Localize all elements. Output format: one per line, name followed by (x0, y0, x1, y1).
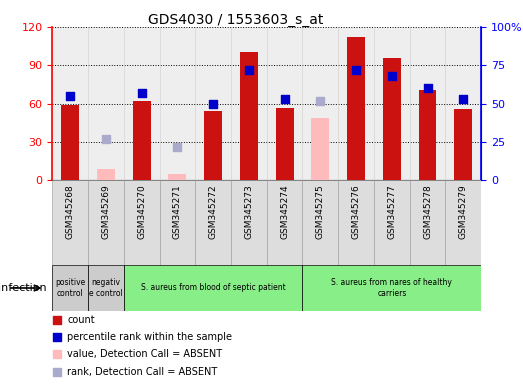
Text: GSM345272: GSM345272 (209, 185, 218, 239)
Text: GDS4030 / 1553603_s_at: GDS4030 / 1553603_s_at (147, 13, 323, 27)
Bar (276, 108, 293, 180)
Text: infection: infection (0, 283, 47, 293)
Bar (267, 180, 302, 265)
Bar (88, 180, 124, 265)
Bar (160, 180, 195, 265)
Bar (88, 27, 124, 180)
Bar (338, 180, 374, 265)
Text: GSM345269: GSM345269 (101, 185, 110, 240)
Bar (52, 265, 88, 311)
Text: GSM345278: GSM345278 (423, 185, 432, 240)
Point (52, 334, 61, 340)
Bar (302, 180, 338, 265)
Text: GSM345271: GSM345271 (173, 185, 182, 240)
Bar (195, 180, 231, 265)
Point (459, 96, 468, 102)
Text: GSM345273: GSM345273 (244, 185, 253, 240)
Point (52, 316, 61, 323)
Text: value, Detection Call = ABSENT: value, Detection Call = ABSENT (67, 349, 222, 359)
Bar (160, 27, 195, 180)
Bar (231, 180, 267, 265)
Text: GSM345276: GSM345276 (351, 185, 360, 240)
Bar (52, 27, 88, 180)
Point (52, 369, 61, 375)
Bar (204, 111, 222, 180)
Bar (267, 27, 302, 180)
Bar (195, 27, 231, 180)
Text: rank, Detection Call = ABSENT: rank, Detection Call = ABSENT (67, 366, 218, 377)
Text: percentile rank within the sample: percentile rank within the sample (67, 332, 232, 342)
Text: negativ
e control: negativ e control (89, 278, 123, 298)
Bar (302, 27, 338, 180)
Bar (454, 109, 472, 180)
Point (352, 67, 360, 73)
Point (209, 101, 217, 107)
Text: GSM345274: GSM345274 (280, 185, 289, 239)
Bar (133, 101, 151, 180)
Bar (124, 180, 160, 265)
Bar (446, 27, 481, 180)
Bar (124, 27, 160, 180)
Text: GSM345268: GSM345268 (66, 185, 75, 240)
Text: GSM345279: GSM345279 (459, 185, 468, 240)
Point (423, 85, 431, 91)
Bar (240, 53, 258, 180)
Bar (410, 27, 446, 180)
Bar (97, 169, 115, 180)
Text: GSM345277: GSM345277 (388, 185, 396, 240)
Bar (88, 265, 124, 311)
Point (245, 67, 253, 73)
Text: S. aureus from blood of septic patient: S. aureus from blood of septic patient (141, 283, 286, 293)
Bar (231, 27, 267, 180)
Text: GSM345275: GSM345275 (316, 185, 325, 240)
Point (66, 93, 74, 99)
Bar (338, 27, 374, 180)
Bar (418, 89, 437, 180)
Point (388, 73, 396, 79)
Bar (347, 37, 365, 180)
Point (316, 98, 324, 104)
Bar (374, 180, 410, 265)
Bar (374, 27, 410, 180)
Text: positive
control: positive control (55, 278, 85, 298)
Bar (168, 174, 186, 180)
Point (173, 144, 181, 150)
Point (280, 96, 289, 102)
Text: count: count (67, 314, 95, 325)
Bar (52, 180, 88, 265)
Bar (302, 265, 481, 311)
Bar (446, 180, 481, 265)
Point (101, 136, 110, 142)
Bar (383, 58, 401, 180)
Point (52, 351, 61, 357)
Text: S. aureus from nares of healthy
carriers: S. aureus from nares of healthy carriers (332, 278, 452, 298)
Bar (61, 105, 79, 180)
Bar (410, 180, 446, 265)
Point (138, 90, 146, 96)
Text: GSM345270: GSM345270 (137, 185, 146, 240)
Bar (124, 265, 302, 311)
Bar (311, 118, 329, 180)
